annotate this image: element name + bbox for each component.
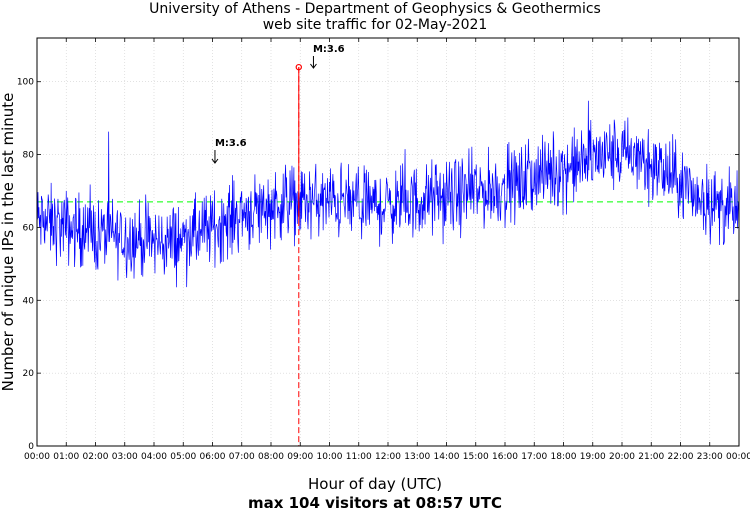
x-tick-label: 11:00 xyxy=(346,452,372,462)
x-tick-label: 07:00 xyxy=(229,452,255,462)
x-tick-label: 02:00 xyxy=(83,452,109,462)
x-tick-label: 20:00 xyxy=(609,452,635,462)
x-tick-label: 17:00 xyxy=(521,452,547,462)
earthquake-annotation-label: M:3.6 xyxy=(215,138,247,149)
x-tick-label: 16:00 xyxy=(492,452,518,462)
traffic-series-line xyxy=(36,100,739,288)
x-tick-label: 04:00 xyxy=(141,452,167,462)
chart-subtitle: web site traffic for 02-May-2021 xyxy=(262,17,488,33)
x-tick-label: 15:00 xyxy=(463,452,489,462)
x-tick-label: 05:00 xyxy=(170,452,196,462)
y-ticks: 0 20 40 60 80 100 xyxy=(17,78,739,452)
annotation-arrowhead xyxy=(211,158,219,164)
x-tick-label: 13:00 xyxy=(404,452,430,462)
x-tick-label: 14:00 xyxy=(434,452,460,462)
peak-group xyxy=(295,63,302,446)
chart-title: University of Athens - Department of Geo… xyxy=(149,1,601,17)
y-tick-label: 80 xyxy=(23,151,35,161)
peak-marker xyxy=(295,63,302,71)
x-tick-label: 22:00 xyxy=(668,452,694,462)
y-tick-label: 20 xyxy=(23,369,35,379)
x-tick-label: 00:00 xyxy=(24,452,50,462)
x-tick-label: 18:00 xyxy=(551,452,577,462)
x-tick-label: 01:00 xyxy=(53,452,79,462)
x-tick-label: 23:00 xyxy=(697,452,723,462)
series-group xyxy=(36,100,739,288)
x-tick-label: 09:00 xyxy=(287,452,313,462)
x-tick-label: 12:00 xyxy=(375,452,401,462)
x-tick-label: 03:00 xyxy=(112,452,138,462)
x-tick-label: 21:00 xyxy=(638,452,664,462)
annotation-arrowhead xyxy=(310,63,317,69)
x-ticks: 00:00 01:00 02:00 03:00 04:00 05:00 06:00 07:00… xyxy=(24,38,750,462)
y-tick-label: 0 xyxy=(28,442,34,452)
x-tick-label: 00:00 xyxy=(726,452,750,462)
annotations-group: M:3.6 M:3.6 xyxy=(211,44,345,164)
max-visitors-caption: max 104 visitors at 08:57 UTC xyxy=(247,494,503,512)
x-tick-label: 08:00 xyxy=(258,452,284,462)
x-tick-label: 06:00 xyxy=(200,452,226,462)
x-tick-label: 10:00 xyxy=(317,452,343,462)
y-tick-label: 60 xyxy=(23,223,35,233)
y-tick-label: 40 xyxy=(23,296,35,306)
x-axis-label: Hour of day (UTC) xyxy=(308,475,442,493)
earthquake-annotation-label: M:3.6 xyxy=(313,44,345,55)
y-tick-label: 100 xyxy=(17,78,34,88)
x-tick-label: 19:00 xyxy=(580,452,606,462)
